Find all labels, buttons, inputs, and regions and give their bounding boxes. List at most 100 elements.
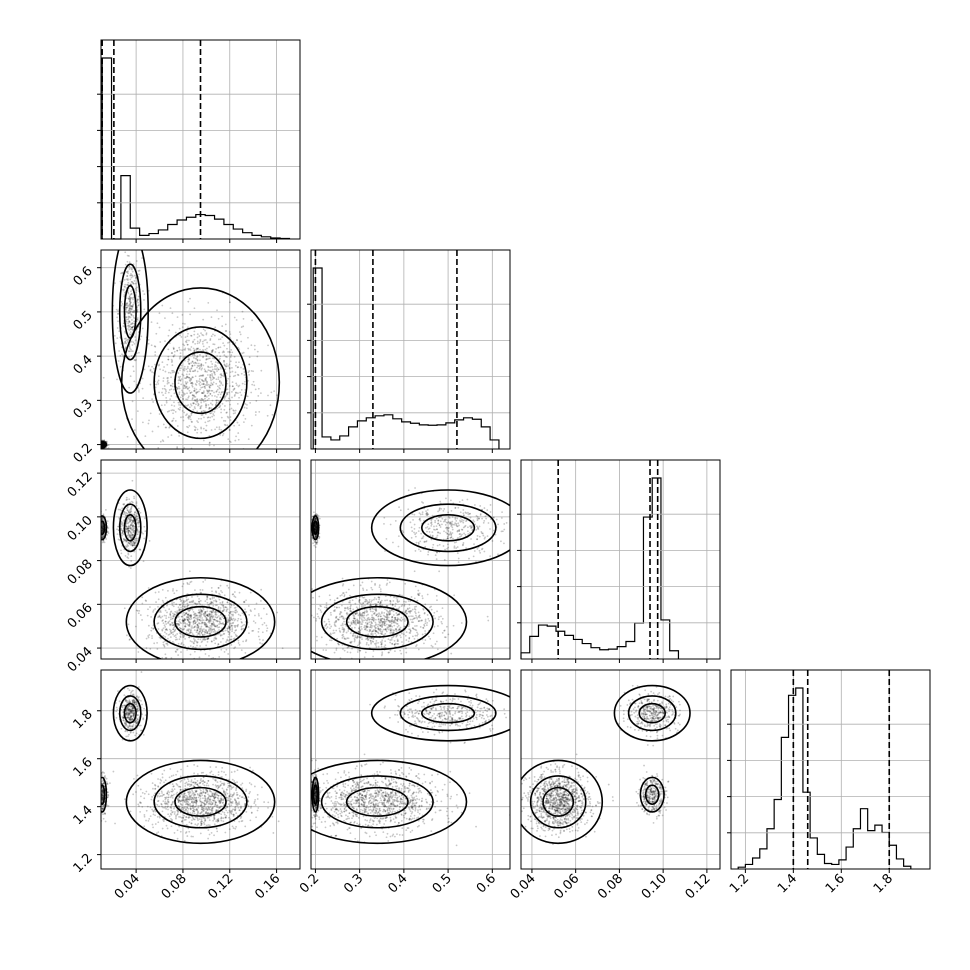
sample-point xyxy=(375,614,378,617)
sample-point xyxy=(193,333,196,336)
sample-point xyxy=(471,525,474,527)
sample-point xyxy=(228,623,231,626)
sample-point xyxy=(343,609,346,612)
sample-point xyxy=(119,354,122,357)
sample-point xyxy=(314,528,317,531)
sample-point xyxy=(179,379,182,382)
sample-point xyxy=(269,632,272,635)
sample-point xyxy=(130,281,133,283)
sample-point xyxy=(201,333,204,336)
sample-point xyxy=(179,600,182,603)
sample-point xyxy=(205,358,208,360)
sample-point xyxy=(194,426,197,429)
sample-point xyxy=(392,541,394,544)
sample-point xyxy=(167,589,169,592)
sample-point xyxy=(325,624,327,626)
sample-point xyxy=(216,630,219,633)
sample-point xyxy=(209,374,212,377)
sample-point xyxy=(134,541,136,544)
sample-point xyxy=(325,623,328,625)
sample-point xyxy=(169,636,172,638)
sample-point xyxy=(247,626,250,628)
sample-point xyxy=(214,636,217,639)
sample-point xyxy=(196,634,199,637)
sample-point xyxy=(203,416,205,419)
sample-point xyxy=(232,610,234,613)
sample-point xyxy=(102,529,104,531)
sample-point xyxy=(158,413,161,415)
sample-point xyxy=(133,248,135,250)
sample-point xyxy=(132,525,135,527)
sample-point xyxy=(398,600,401,603)
sample-point xyxy=(185,368,188,371)
sample-point xyxy=(188,376,190,379)
sample-point xyxy=(231,390,233,393)
sample-point xyxy=(126,509,129,512)
sample-point xyxy=(372,629,375,631)
sample-point xyxy=(170,395,173,397)
sample-point xyxy=(187,358,190,361)
sample-point xyxy=(457,522,460,525)
sample-point xyxy=(174,628,177,631)
sample-point xyxy=(132,281,134,284)
sample-point xyxy=(219,338,222,341)
sample-point xyxy=(188,424,191,427)
sample-point xyxy=(419,519,422,522)
sample-point xyxy=(426,593,429,596)
sample-point xyxy=(220,374,223,377)
sample-point xyxy=(440,515,442,518)
sample-point xyxy=(97,534,99,536)
sample-point xyxy=(230,638,232,641)
sample-point xyxy=(209,384,212,387)
sample-point xyxy=(382,614,385,617)
contour-level xyxy=(101,442,106,448)
sample-point xyxy=(369,637,371,639)
sample-point xyxy=(199,612,202,614)
sample-point xyxy=(188,623,191,626)
sample-point xyxy=(402,633,405,636)
sample-point xyxy=(129,321,131,323)
sample-point xyxy=(184,348,187,351)
sample-point xyxy=(98,445,100,447)
sample-point xyxy=(193,650,196,653)
sample-point xyxy=(98,445,100,447)
sample-point xyxy=(426,508,429,511)
sample-point xyxy=(415,616,418,619)
sample-point xyxy=(418,594,420,597)
sample-point xyxy=(188,379,191,382)
sample-point xyxy=(158,363,161,366)
panel-2-1 xyxy=(310,459,511,663)
sample-point xyxy=(135,502,138,505)
sample-point xyxy=(383,522,385,525)
sample-point xyxy=(123,285,126,288)
sample-point xyxy=(246,403,248,406)
sample-point xyxy=(128,325,131,327)
sample-point xyxy=(164,596,167,599)
sample-point xyxy=(242,414,245,417)
sample-point xyxy=(119,280,122,283)
sample-point xyxy=(149,606,151,608)
sample-point xyxy=(247,605,250,607)
sample-point xyxy=(157,616,159,619)
sample-point xyxy=(173,401,175,404)
sample-point xyxy=(450,525,453,527)
sample-point xyxy=(126,340,129,343)
sample-point xyxy=(211,596,214,598)
sample-point xyxy=(236,392,239,394)
sample-point xyxy=(204,348,207,351)
sample-point xyxy=(164,640,166,643)
panel-2-0: 0.040.060.080.100.12 xyxy=(65,459,301,675)
sample-point xyxy=(172,633,175,636)
sample-point xyxy=(397,613,400,616)
sample-point xyxy=(129,283,132,286)
sample-point xyxy=(204,429,207,432)
sample-point xyxy=(170,657,173,659)
sample-point xyxy=(178,604,181,606)
sample-point xyxy=(230,348,233,351)
sample-point xyxy=(145,647,148,649)
sample-point xyxy=(167,616,170,619)
sample-point xyxy=(187,376,190,379)
sample-point xyxy=(126,284,128,286)
sample-point xyxy=(154,591,157,594)
sample-point xyxy=(135,519,138,522)
